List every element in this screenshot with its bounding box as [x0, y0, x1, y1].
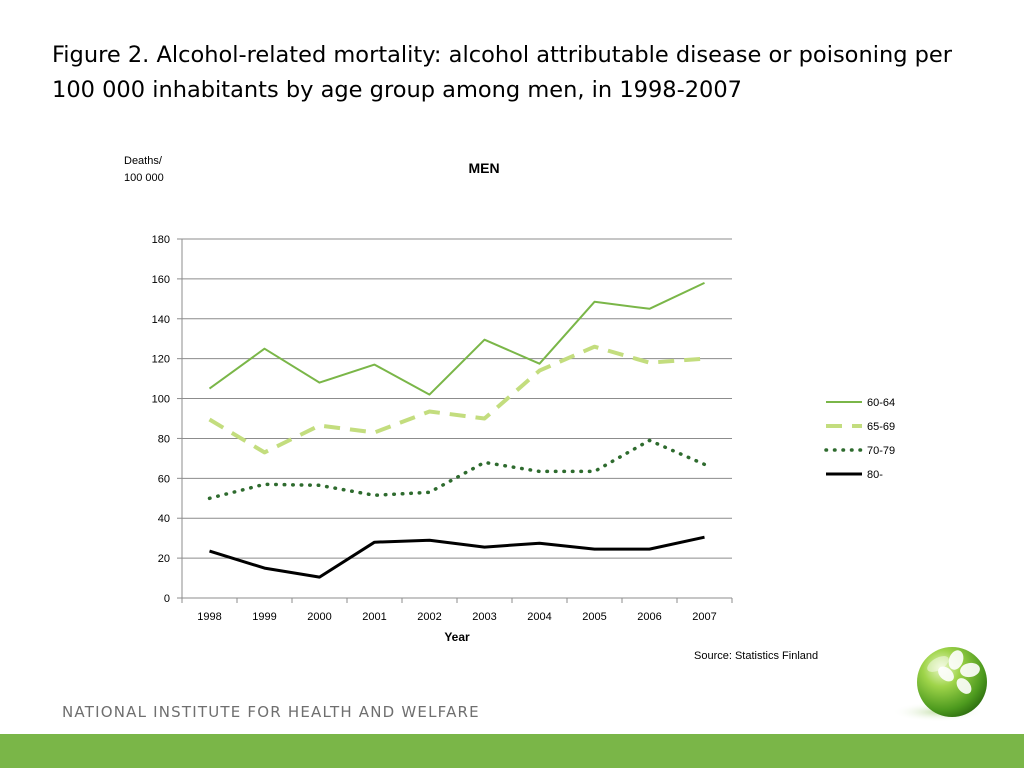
x-tick-label: 1998 [197, 611, 221, 623]
y-axis-label-line2: 100 000 [124, 172, 164, 184]
chart-title: MEN [468, 160, 499, 176]
axes: 0 20 40 60 80 100 120 140 160 180 1998 1999 2000 2001… [152, 234, 733, 623]
series-line-80- [209, 535, 705, 579]
legend-label-65-69: 65-69 [867, 421, 895, 433]
legend-label-80-: 80- [867, 469, 883, 481]
y-tick-label: 180 [152, 234, 170, 246]
x-tick-label: 2002 [417, 611, 441, 623]
organization-name: NATIONAL INSTITUTE FOR HEALTH AND WELFAR… [62, 703, 480, 721]
x-tick-label: 2001 [362, 611, 386, 623]
x-tick-label: 2006 [637, 611, 661, 623]
x-tick-label: 2005 [582, 611, 606, 623]
slide-title: Figure 2. Alcohol-related mortality: alc… [52, 42, 953, 103]
y-tick-label: 120 [152, 354, 170, 366]
y-tick-label: 80 [158, 433, 170, 445]
series-line-70-79 [207, 438, 707, 501]
y-tick-label: 160 [152, 274, 170, 286]
x-tick-label: 2003 [472, 611, 496, 623]
y-tick-label: 0 [164, 593, 170, 605]
y-axis-label-line1: Deaths/ [124, 155, 163, 167]
legend-label-70-79: 70-79 [867, 445, 895, 457]
y-tick-label: 20 [158, 553, 170, 565]
globe-logo-icon [892, 647, 987, 722]
source-note: Source: Statistics Finland [694, 650, 819, 662]
legend-label-60-64: 60-64 [867, 397, 895, 409]
legend: 60-64 65-69 70-79 80- [824, 397, 895, 481]
series-line-65-69 [208, 344, 705, 455]
footer-bar [0, 734, 1024, 768]
x-tick-label: 2004 [527, 611, 551, 623]
x-axis-label: Year [444, 630, 470, 644]
y-tick-label: 60 [158, 473, 170, 485]
grid-lines [182, 238, 732, 559]
x-tick-label: 2000 [307, 611, 331, 623]
x-tick-label: 2007 [692, 611, 716, 623]
x-tick-label: 1999 [252, 611, 276, 623]
series-line-60-64 [208, 281, 705, 396]
series-lines [207, 281, 707, 579]
y-tick-label: 40 [158, 513, 170, 525]
y-tick-label: 100 [152, 394, 170, 406]
y-tick-label: 140 [152, 314, 170, 326]
